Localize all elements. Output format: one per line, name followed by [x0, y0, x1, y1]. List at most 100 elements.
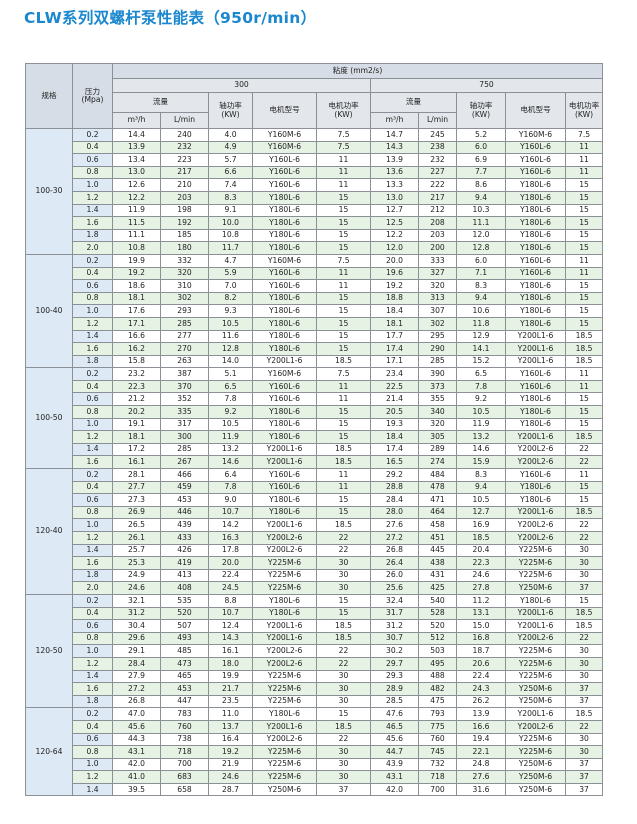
- data-cell: Y250M-6: [252, 782, 317, 797]
- data-cell: 15: [564, 228, 604, 243]
- data-cell: 458: [418, 518, 457, 532]
- data-cell: Y200L2-6: [252, 732, 317, 747]
- data-cell: 370: [160, 379, 209, 394]
- data-cell: 7.7: [456, 165, 506, 180]
- data-cell: 7.5: [316, 128, 371, 142]
- data-cell: Y225M-6: [252, 694, 317, 709]
- data-cell: 16.2: [112, 342, 161, 356]
- data-cell: 11.1: [456, 216, 506, 230]
- data-cell: Y200L1-6: [505, 619, 566, 633]
- data-cell: 7.8: [456, 379, 506, 394]
- table-row: 1.8 26.8 447 23.5 Y225M-6 30 28.5 475 26.2 Y250M-…: [26, 694, 604, 709]
- header-cell: 电机功率 (KW): [564, 92, 604, 129]
- table-row: 1.0 12.6 210 7.4 Y160L-6 11 13.3 222 8.6 Y180L-6 1…: [26, 178, 604, 192]
- data-cell: 333: [418, 253, 457, 268]
- data-cell: 7.5: [316, 253, 371, 268]
- data-cell: Y225M-6: [505, 556, 566, 570]
- data-cell: 466: [160, 468, 209, 482]
- data-cell: 14.7: [370, 128, 419, 142]
- data-cell: 0.4: [72, 266, 113, 281]
- table-row: 1.6 16.2 270 12.8 Y180L-6 15 17.4 290 14.1 Y200L1…: [26, 342, 604, 356]
- data-cell: 11: [316, 279, 371, 293]
- data-cell: 17.4: [370, 442, 419, 457]
- table-row: 2.0 10.8 180 11.7 Y180L-6 15 12.0 200 12.8 Y180L-…: [26, 241, 604, 255]
- data-cell: Y160L-6: [252, 153, 317, 167]
- data-cell: Y200L1-6: [505, 342, 566, 356]
- data-cell: Y225M-6: [252, 682, 317, 696]
- data-cell: 13.9: [370, 153, 419, 167]
- data-cell: 232: [418, 153, 457, 167]
- data-cell: Y200L2-6: [505, 455, 566, 470]
- data-cell: 15: [564, 190, 604, 205]
- data-cell: 451: [418, 531, 457, 545]
- data-cell: 431: [418, 568, 457, 583]
- data-cell: 30: [316, 581, 371, 595]
- data-cell: 26.9: [112, 505, 161, 520]
- data-cell: 17.2: [112, 442, 161, 457]
- data-cell: 355: [418, 392, 457, 407]
- data-cell: 12.2: [370, 228, 419, 243]
- data-cell: Y180L-6: [252, 316, 317, 331]
- data-cell: Y200L1-6: [252, 455, 317, 470]
- data-cell: 15: [564, 203, 604, 218]
- data-cell: Y200L2-6: [252, 543, 317, 558]
- data-cell: 29.1: [112, 644, 161, 658]
- data-cell: 30: [564, 556, 604, 570]
- data-cell: 9.2: [456, 392, 506, 407]
- data-cell: Y160L-6: [505, 153, 566, 167]
- data-cell: 198: [160, 203, 209, 218]
- data-cell: 37: [564, 682, 604, 696]
- data-cell: 10.0: [208, 216, 253, 230]
- data-cell: 1.8: [72, 354, 113, 369]
- table-row: 1.0 42.0 700 21.9 Y225M-6 30 43.9 732 24.8 Y250M-…: [26, 757, 604, 772]
- data-cell: 14.3: [208, 631, 253, 646]
- data-cell: 14.0: [208, 354, 253, 369]
- data-cell: 300: [160, 430, 209, 444]
- data-cell: 783: [160, 707, 209, 721]
- data-cell: 4.9: [208, 140, 253, 155]
- data-cell: Y200L1-6: [252, 354, 317, 369]
- data-cell: 10.8: [112, 241, 161, 255]
- table-row: 1.0 19.1 317 10.5 Y180L-6 15 19.3 320 11.9 Y180L-…: [26, 417, 604, 432]
- data-cell: 1.6: [72, 455, 113, 470]
- data-cell: 7.5: [316, 140, 371, 155]
- data-cell: 425: [418, 581, 457, 595]
- data-cell: 11: [316, 266, 371, 281]
- data-cell: 27.2: [112, 682, 161, 696]
- data-cell: 0.6: [72, 732, 113, 747]
- data-cell: Y200L1-6: [252, 442, 317, 457]
- data-cell: Y180L-6: [252, 329, 317, 344]
- data-cell: 1.8: [72, 694, 113, 709]
- data-cell: 44.7: [370, 745, 419, 759]
- data-cell: 495: [418, 656, 457, 671]
- data-cell: 12.5: [370, 216, 419, 230]
- data-cell: 1.0: [72, 178, 113, 192]
- data-cell: Y225M-6: [252, 770, 317, 784]
- spec-cell: 100-30: [25, 128, 73, 255]
- data-cell: Y200L2-6: [505, 631, 566, 646]
- data-cell: 520: [160, 606, 209, 621]
- performance-table: 规格 压力 (Mpa) 粘度 (mm2/s) 300 750 流量 轴功率 (K…: [25, 63, 604, 797]
- data-cell: 1.8: [72, 568, 113, 583]
- data-cell: 11.0: [208, 707, 253, 721]
- table-row: 1.0 17.6 293 9.3 Y180L-6 15 18.4 307 10.6 Y180L-6…: [26, 304, 604, 318]
- data-cell: 22: [316, 656, 371, 671]
- data-cell: 1.4: [72, 203, 113, 218]
- data-cell: 535: [160, 593, 209, 608]
- data-cell: 327: [418, 266, 457, 281]
- data-cell: 658: [160, 782, 209, 797]
- data-cell: 1.4: [72, 442, 113, 457]
- data-cell: 12.6: [112, 178, 161, 192]
- data-cell: Y180L-6: [505, 480, 566, 495]
- data-cell: 5.9: [208, 266, 253, 281]
- data-cell: 13.3: [370, 178, 419, 192]
- data-cell: 11.2: [456, 593, 506, 608]
- table-row: 1.4 39.5 658 28.7 Y250M-6 37 42.0 700 31.6 Y250M-…: [26, 782, 604, 797]
- data-cell: 16.8: [456, 631, 506, 646]
- data-cell: 447: [160, 694, 209, 709]
- table-row: 0.6 18.6 310 7.0 Y160L-6 11 19.2 320 8.3 Y180L-6 1…: [26, 279, 604, 293]
- data-cell: 1.2: [72, 656, 113, 671]
- data-cell: 200: [418, 241, 457, 255]
- data-cell: Y180L-6: [252, 304, 317, 318]
- data-cell: 13.4: [112, 153, 161, 167]
